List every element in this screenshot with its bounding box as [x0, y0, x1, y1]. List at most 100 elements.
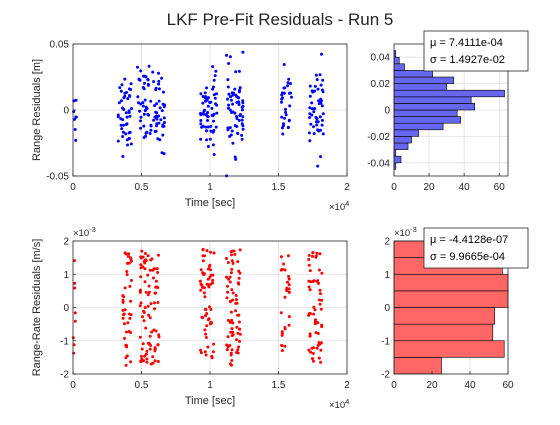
data-point — [237, 90, 241, 94]
data-point — [307, 279, 311, 283]
data-point — [127, 330, 131, 333]
y-tick-label: -1 — [60, 336, 69, 347]
data-point — [240, 118, 244, 122]
data-point — [126, 143, 130, 147]
data-point — [231, 291, 235, 295]
data-point — [214, 125, 218, 129]
data-point — [120, 99, 123, 103]
data-point — [153, 130, 157, 133]
data-point — [230, 359, 234, 362]
data-point — [319, 360, 323, 364]
data-point — [284, 113, 288, 117]
data-point — [146, 77, 150, 81]
data-point — [230, 327, 234, 331]
data-point — [208, 137, 212, 141]
data-point — [128, 284, 132, 288]
data-point — [238, 332, 242, 336]
data-point — [73, 286, 77, 290]
data-point — [142, 359, 146, 363]
data-point — [141, 255, 145, 259]
y-axis-label: Range-Rate Residuals [m/s] — [31, 239, 43, 377]
x-tick-label: 0 — [70, 380, 76, 391]
data-point — [204, 314, 208, 318]
data-point — [154, 329, 158, 333]
data-point — [211, 65, 215, 69]
data-point — [139, 115, 143, 119]
data-point — [241, 115, 245, 119]
x-tick-label: 40 — [459, 182, 471, 193]
histogram-bar — [393, 103, 475, 111]
data-point — [312, 312, 316, 316]
data-point — [313, 322, 317, 326]
data-point — [212, 153, 216, 156]
data-point — [152, 276, 155, 280]
data-point — [153, 104, 156, 108]
data-point — [137, 77, 141, 81]
data-point — [205, 86, 209, 90]
data-point — [121, 123, 125, 127]
data-point — [215, 111, 219, 115]
data-point — [234, 301, 238, 305]
data-point — [317, 268, 321, 272]
x-tick-label: 40 — [464, 380, 476, 391]
data-point — [235, 115, 238, 118]
data-point — [234, 294, 238, 297]
data-point — [309, 350, 313, 354]
data-point — [123, 322, 126, 326]
data-point — [162, 90, 165, 94]
data-point — [139, 69, 143, 73]
data-point — [317, 356, 321, 360]
data-point — [236, 281, 240, 285]
histogram-bar — [393, 357, 442, 375]
data-point — [148, 316, 152, 320]
data-point — [307, 131, 311, 135]
x-tick-label: 0 — [391, 182, 397, 193]
data-point — [118, 86, 122, 90]
data-point — [230, 334, 234, 338]
data-point — [125, 345, 129, 349]
data-point — [162, 116, 166, 120]
data-point — [156, 137, 160, 141]
data-point — [125, 115, 129, 119]
data-point — [230, 318, 234, 322]
data-point — [315, 123, 319, 127]
data-point — [155, 285, 159, 289]
data-point — [144, 134, 148, 138]
data-point — [160, 151, 164, 155]
data-point — [279, 255, 283, 259]
data-point — [314, 255, 318, 259]
data-point — [308, 94, 312, 98]
histogram-bar — [393, 89, 505, 98]
data-point — [147, 290, 151, 294]
data-point — [308, 139, 312, 143]
data-point — [233, 87, 237, 91]
data-point — [154, 88, 158, 92]
data-point — [147, 313, 151, 317]
y-tick-label: -0.04 — [367, 158, 390, 169]
data-point — [226, 261, 230, 264]
data-point — [138, 304, 142, 308]
histogram-bar — [393, 76, 454, 84]
data-point — [143, 267, 147, 271]
data-point — [240, 105, 244, 109]
data-point — [283, 295, 287, 299]
data-point — [204, 99, 208, 103]
data-point — [228, 320, 232, 324]
data-point — [230, 259, 234, 263]
data-point — [314, 331, 318, 335]
data-point — [129, 257, 133, 261]
data-point — [312, 346, 316, 350]
data-point — [313, 319, 317, 323]
data-point — [139, 119, 142, 123]
data-point — [130, 107, 133, 110]
y-tick-label: 0.02 — [371, 79, 391, 90]
data-point — [209, 273, 213, 277]
x-tick-label: 0.5 — [135, 380, 149, 391]
data-point — [203, 91, 207, 95]
data-point — [148, 347, 152, 351]
data-point — [280, 349, 284, 353]
data-point — [316, 120, 320, 124]
y-tick-label: 0 — [384, 106, 390, 117]
data-point — [228, 108, 232, 112]
